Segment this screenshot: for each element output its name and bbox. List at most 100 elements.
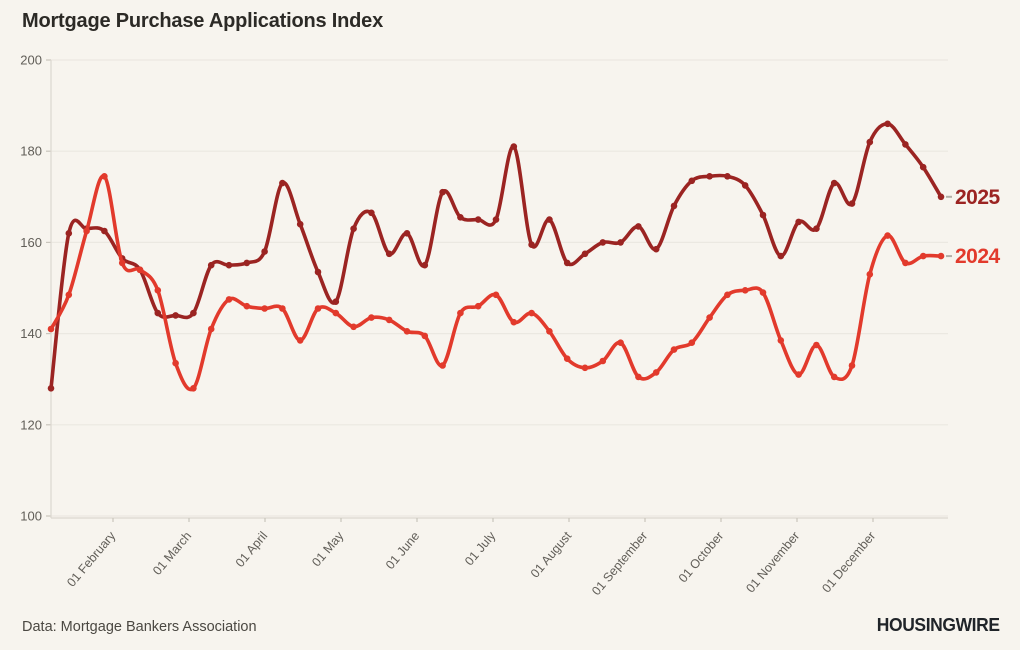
data-point <box>635 373 642 381</box>
data-point <box>741 182 749 189</box>
y-tick-label: 140 <box>20 326 42 341</box>
data-point <box>154 309 162 317</box>
data-point <box>937 193 945 201</box>
data-point <box>724 173 731 180</box>
data-point <box>795 371 802 378</box>
y-tick-label: 200 <box>20 53 42 68</box>
data-point <box>902 259 909 267</box>
data-point <box>652 369 660 376</box>
data-point <box>830 373 838 381</box>
data-point <box>457 309 464 317</box>
data-point <box>919 252 927 260</box>
data-point <box>101 227 108 235</box>
data-point <box>65 291 73 299</box>
data-point <box>225 296 233 303</box>
data-point <box>385 250 393 258</box>
data-point <box>314 305 322 312</box>
data-point <box>279 179 286 187</box>
data-point <box>688 339 696 347</box>
data-point <box>296 337 304 344</box>
x-tick-label: 01 November <box>743 529 802 595</box>
data-point <box>510 318 518 326</box>
y-tick-label: 120 <box>20 417 42 432</box>
x-tick-label: 01 August <box>528 529 575 581</box>
data-point <box>866 271 874 278</box>
data-point <box>759 211 767 219</box>
data-point <box>777 252 785 260</box>
data-point <box>902 141 909 148</box>
x-tick-label: 01 March <box>150 529 194 578</box>
y-tick-label: 180 <box>20 144 42 159</box>
data-point <box>279 305 286 312</box>
data-point <box>563 259 571 267</box>
data-point <box>599 357 607 365</box>
data-point <box>528 309 535 317</box>
data-point <box>528 241 535 248</box>
data-point <box>617 339 624 347</box>
data-point <box>421 332 429 340</box>
data-point <box>101 173 108 180</box>
data-point <box>421 261 429 269</box>
data-point <box>190 385 197 392</box>
data-point <box>492 216 500 223</box>
data-point <box>652 245 660 253</box>
y-tick-label: 160 <box>20 235 42 250</box>
data-point <box>136 266 144 274</box>
data-point <box>759 289 767 296</box>
data-point <box>207 325 215 333</box>
data-point <box>332 298 340 306</box>
series-line <box>49 122 943 391</box>
data-point <box>724 291 731 299</box>
data-point <box>350 225 357 232</box>
data-point <box>457 214 464 221</box>
data-point <box>706 314 713 321</box>
data-point <box>510 143 518 150</box>
source-note: Data: Mortgage Bankers Association <box>22 619 257 635</box>
x-tick-label: 01 July <box>462 528 499 568</box>
data-point <box>688 177 696 185</box>
data-point <box>937 252 945 260</box>
data-point <box>243 259 251 267</box>
x-tick-label: 01 April <box>233 529 271 570</box>
data-point <box>830 179 838 187</box>
data-point <box>403 230 411 237</box>
data-point <box>47 325 55 333</box>
data-point <box>118 259 126 267</box>
series-2024: 2024 <box>47 173 1001 392</box>
data-point <box>474 216 482 223</box>
data-point <box>439 362 446 369</box>
data-point <box>368 314 375 321</box>
data-point <box>795 218 802 226</box>
data-point <box>474 302 482 310</box>
data-point <box>635 223 642 230</box>
data-point <box>848 362 856 369</box>
data-point <box>65 230 73 237</box>
x-tick-label: 01 September <box>589 529 650 598</box>
chart-title: Mortgage Purchase Applications Index <box>22 10 384 32</box>
data-point <box>314 268 322 276</box>
series-line <box>49 174 943 392</box>
data-point <box>866 138 874 146</box>
x-tick-label: 01 December <box>819 529 878 595</box>
data-point <box>706 173 713 180</box>
data-point <box>617 239 624 246</box>
x-tick-label: 01 June <box>383 529 422 572</box>
data-point <box>741 287 749 294</box>
x-axis: 01 February 01 March 01 April 01 May 01 June… <box>50 60 948 598</box>
data-point <box>813 225 820 232</box>
data-point <box>190 309 197 317</box>
data-point <box>261 248 268 255</box>
data-point <box>848 200 856 207</box>
data-point <box>813 341 820 349</box>
data-point <box>492 291 500 299</box>
y-tick-label: 100 <box>20 509 42 524</box>
x-tick-label: 01 May <box>309 528 347 569</box>
data-point <box>225 261 233 269</box>
data-point <box>581 250 589 258</box>
data-point <box>350 323 357 331</box>
data-point <box>83 227 90 235</box>
data-point <box>154 287 162 294</box>
data-point <box>332 309 340 317</box>
series-end-label: 2024 <box>955 245 1001 268</box>
